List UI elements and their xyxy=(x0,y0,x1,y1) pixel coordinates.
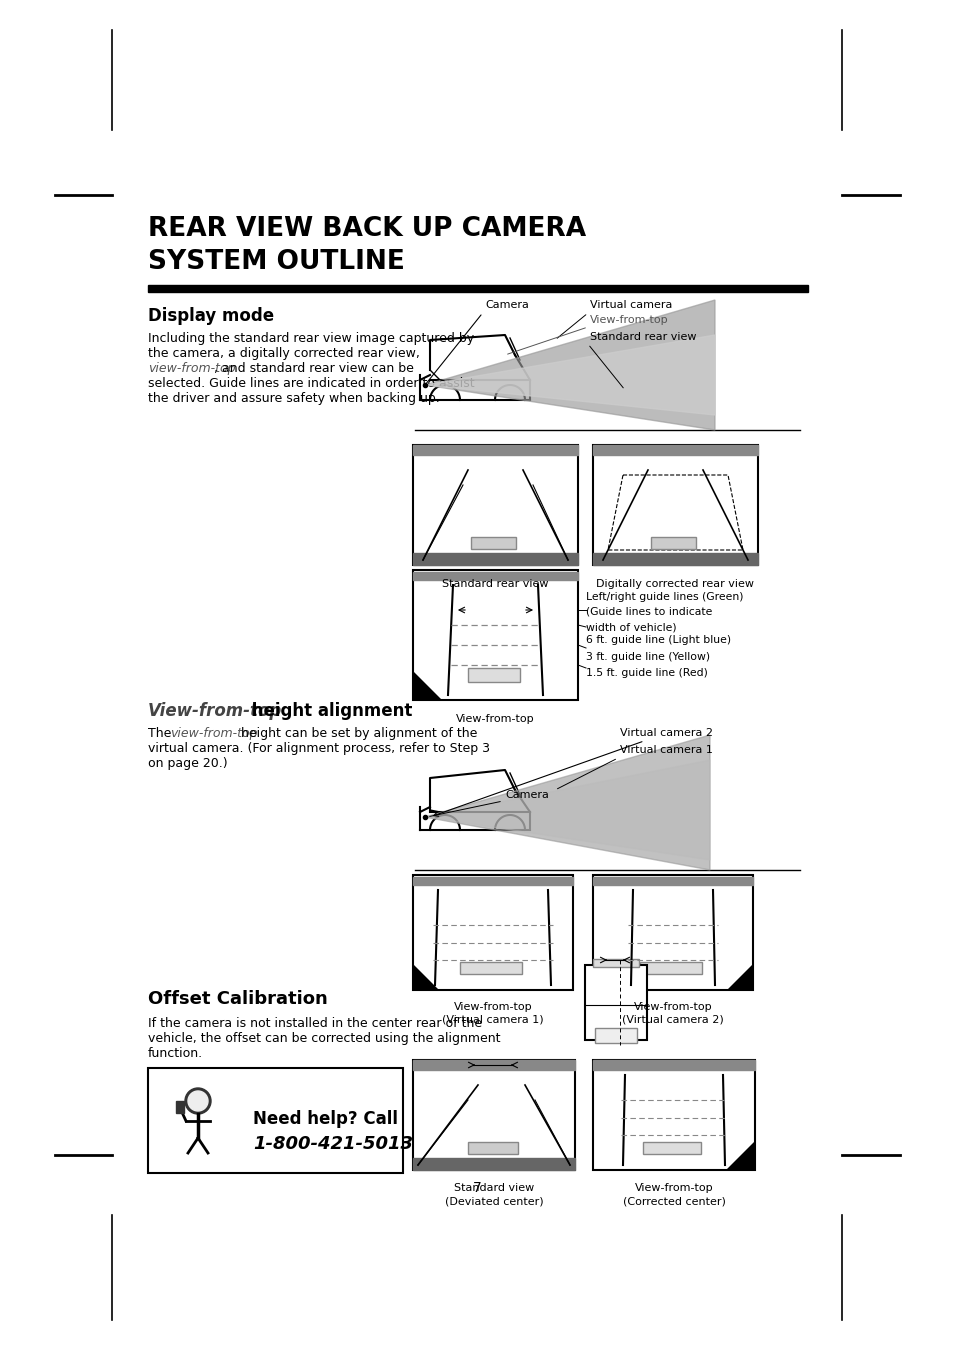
Text: width of vehicle): width of vehicle) xyxy=(585,622,676,632)
Circle shape xyxy=(185,1088,211,1114)
Circle shape xyxy=(188,1091,208,1111)
Bar xyxy=(650,537,696,549)
Bar xyxy=(413,1060,575,1170)
Bar xyxy=(413,572,578,580)
Text: 1-800-421-5013: 1-800-421-5013 xyxy=(253,1135,413,1153)
Polygon shape xyxy=(726,1142,754,1170)
Text: 7: 7 xyxy=(472,1181,481,1195)
Text: SYSTEM OUTLINE: SYSTEM OUTLINE xyxy=(148,248,404,275)
Text: the camera, a digitally corrected rear view,: the camera, a digitally corrected rear v… xyxy=(148,347,419,360)
Bar xyxy=(413,554,578,566)
Text: selected. Guide lines are indicated in order to assist: selected. Guide lines are indicated in o… xyxy=(148,377,475,390)
Text: Need help? Call: Need help? Call xyxy=(253,1110,397,1129)
Text: 3 ft. guide line (Yellow): 3 ft. guide line (Yellow) xyxy=(585,652,709,662)
Bar xyxy=(413,570,578,701)
Text: vehicle, the offset can be corrected using the alignment: vehicle, the offset can be corrected usi… xyxy=(148,1031,500,1045)
Polygon shape xyxy=(424,760,709,860)
Text: Standard view: Standard view xyxy=(454,1183,534,1193)
Bar xyxy=(413,878,573,886)
Bar xyxy=(593,878,752,886)
Text: Standard rear view: Standard rear view xyxy=(441,579,548,589)
Bar xyxy=(593,958,639,967)
Text: Including the standard rear view image captured by: Including the standard rear view image c… xyxy=(148,332,474,346)
Text: REAR VIEW BACK UP CAMERA: REAR VIEW BACK UP CAMERA xyxy=(148,216,585,242)
Bar xyxy=(593,554,758,566)
Bar xyxy=(468,1142,517,1154)
Text: Offset Calibration: Offset Calibration xyxy=(148,990,328,1008)
Text: (Virtual camera 2): (Virtual camera 2) xyxy=(621,1015,723,1025)
Text: height alignment: height alignment xyxy=(246,702,412,720)
Bar xyxy=(471,537,516,549)
Text: (Corrected center): (Corrected center) xyxy=(622,1196,724,1206)
Bar xyxy=(413,1060,575,1071)
Text: Standard rear view: Standard rear view xyxy=(589,332,696,342)
Text: (Guide lines to indicate: (Guide lines to indicate xyxy=(585,608,712,617)
Bar xyxy=(468,668,519,682)
Bar xyxy=(413,446,578,566)
Text: View-from-top: View-from-top xyxy=(589,315,668,325)
Text: function.: function. xyxy=(148,1048,203,1060)
Text: view-from-top: view-from-top xyxy=(148,362,235,375)
Polygon shape xyxy=(424,300,714,431)
Bar xyxy=(642,1142,700,1154)
Text: the driver and assure safety when backing up.: the driver and assure safety when backin… xyxy=(148,392,439,405)
Text: Left/right guide lines (Green): Left/right guide lines (Green) xyxy=(585,593,742,602)
Text: virtual camera. (For alignment process, refer to Step 3: virtual camera. (For alignment process, … xyxy=(148,743,490,755)
Bar xyxy=(595,1027,637,1044)
Bar xyxy=(584,965,646,1040)
Text: (Deviated center): (Deviated center) xyxy=(444,1196,543,1206)
Text: Digitally corrected rear view: Digitally corrected rear view xyxy=(596,579,753,589)
Text: View-from-top: View-from-top xyxy=(633,1002,712,1012)
Text: 1.5 ft. guide line (Red): 1.5 ft. guide line (Red) xyxy=(585,668,707,678)
Text: View-from-top: View-from-top xyxy=(456,714,534,724)
Text: The: The xyxy=(148,728,175,740)
Text: Camera: Camera xyxy=(426,300,528,383)
Bar xyxy=(413,875,573,990)
Bar xyxy=(413,1158,575,1170)
Text: Virtual camera: Virtual camera xyxy=(589,300,672,310)
Text: View-from-top: View-from-top xyxy=(454,1002,532,1012)
Bar xyxy=(148,1068,402,1173)
Text: , and standard rear view can be: , and standard rear view can be xyxy=(213,362,414,375)
Polygon shape xyxy=(424,335,714,414)
Bar xyxy=(593,875,752,990)
Text: height can be set by alignment of the: height can be set by alignment of the xyxy=(236,728,476,740)
Text: Virtual camera 1: Virtual camera 1 xyxy=(619,745,712,755)
Bar xyxy=(148,285,807,292)
Text: view-from-top: view-from-top xyxy=(170,728,257,740)
Bar xyxy=(593,446,758,455)
Bar xyxy=(413,446,578,455)
Text: 6 ft. guide line (Light blue): 6 ft. guide line (Light blue) xyxy=(585,634,730,645)
Text: Virtual camera 2: Virtual camera 2 xyxy=(434,728,712,817)
Polygon shape xyxy=(413,965,437,990)
Bar xyxy=(175,1102,184,1112)
Bar xyxy=(459,963,521,973)
Polygon shape xyxy=(727,965,752,990)
Bar xyxy=(593,1060,754,1071)
Text: Camera: Camera xyxy=(504,790,548,801)
Text: Display mode: Display mode xyxy=(148,306,274,325)
Bar xyxy=(593,1060,754,1170)
Text: (Virtual camera 1): (Virtual camera 1) xyxy=(442,1015,543,1025)
Text: on page 20.): on page 20.) xyxy=(148,757,228,769)
Polygon shape xyxy=(424,734,709,869)
Text: View-from-top: View-from-top xyxy=(148,702,282,720)
Bar xyxy=(639,963,701,973)
Text: If the camera is not installed in the center rear of the: If the camera is not installed in the ce… xyxy=(148,1017,481,1030)
Polygon shape xyxy=(413,672,440,701)
Text: View-from-top: View-from-top xyxy=(634,1183,713,1193)
Bar xyxy=(593,446,758,566)
